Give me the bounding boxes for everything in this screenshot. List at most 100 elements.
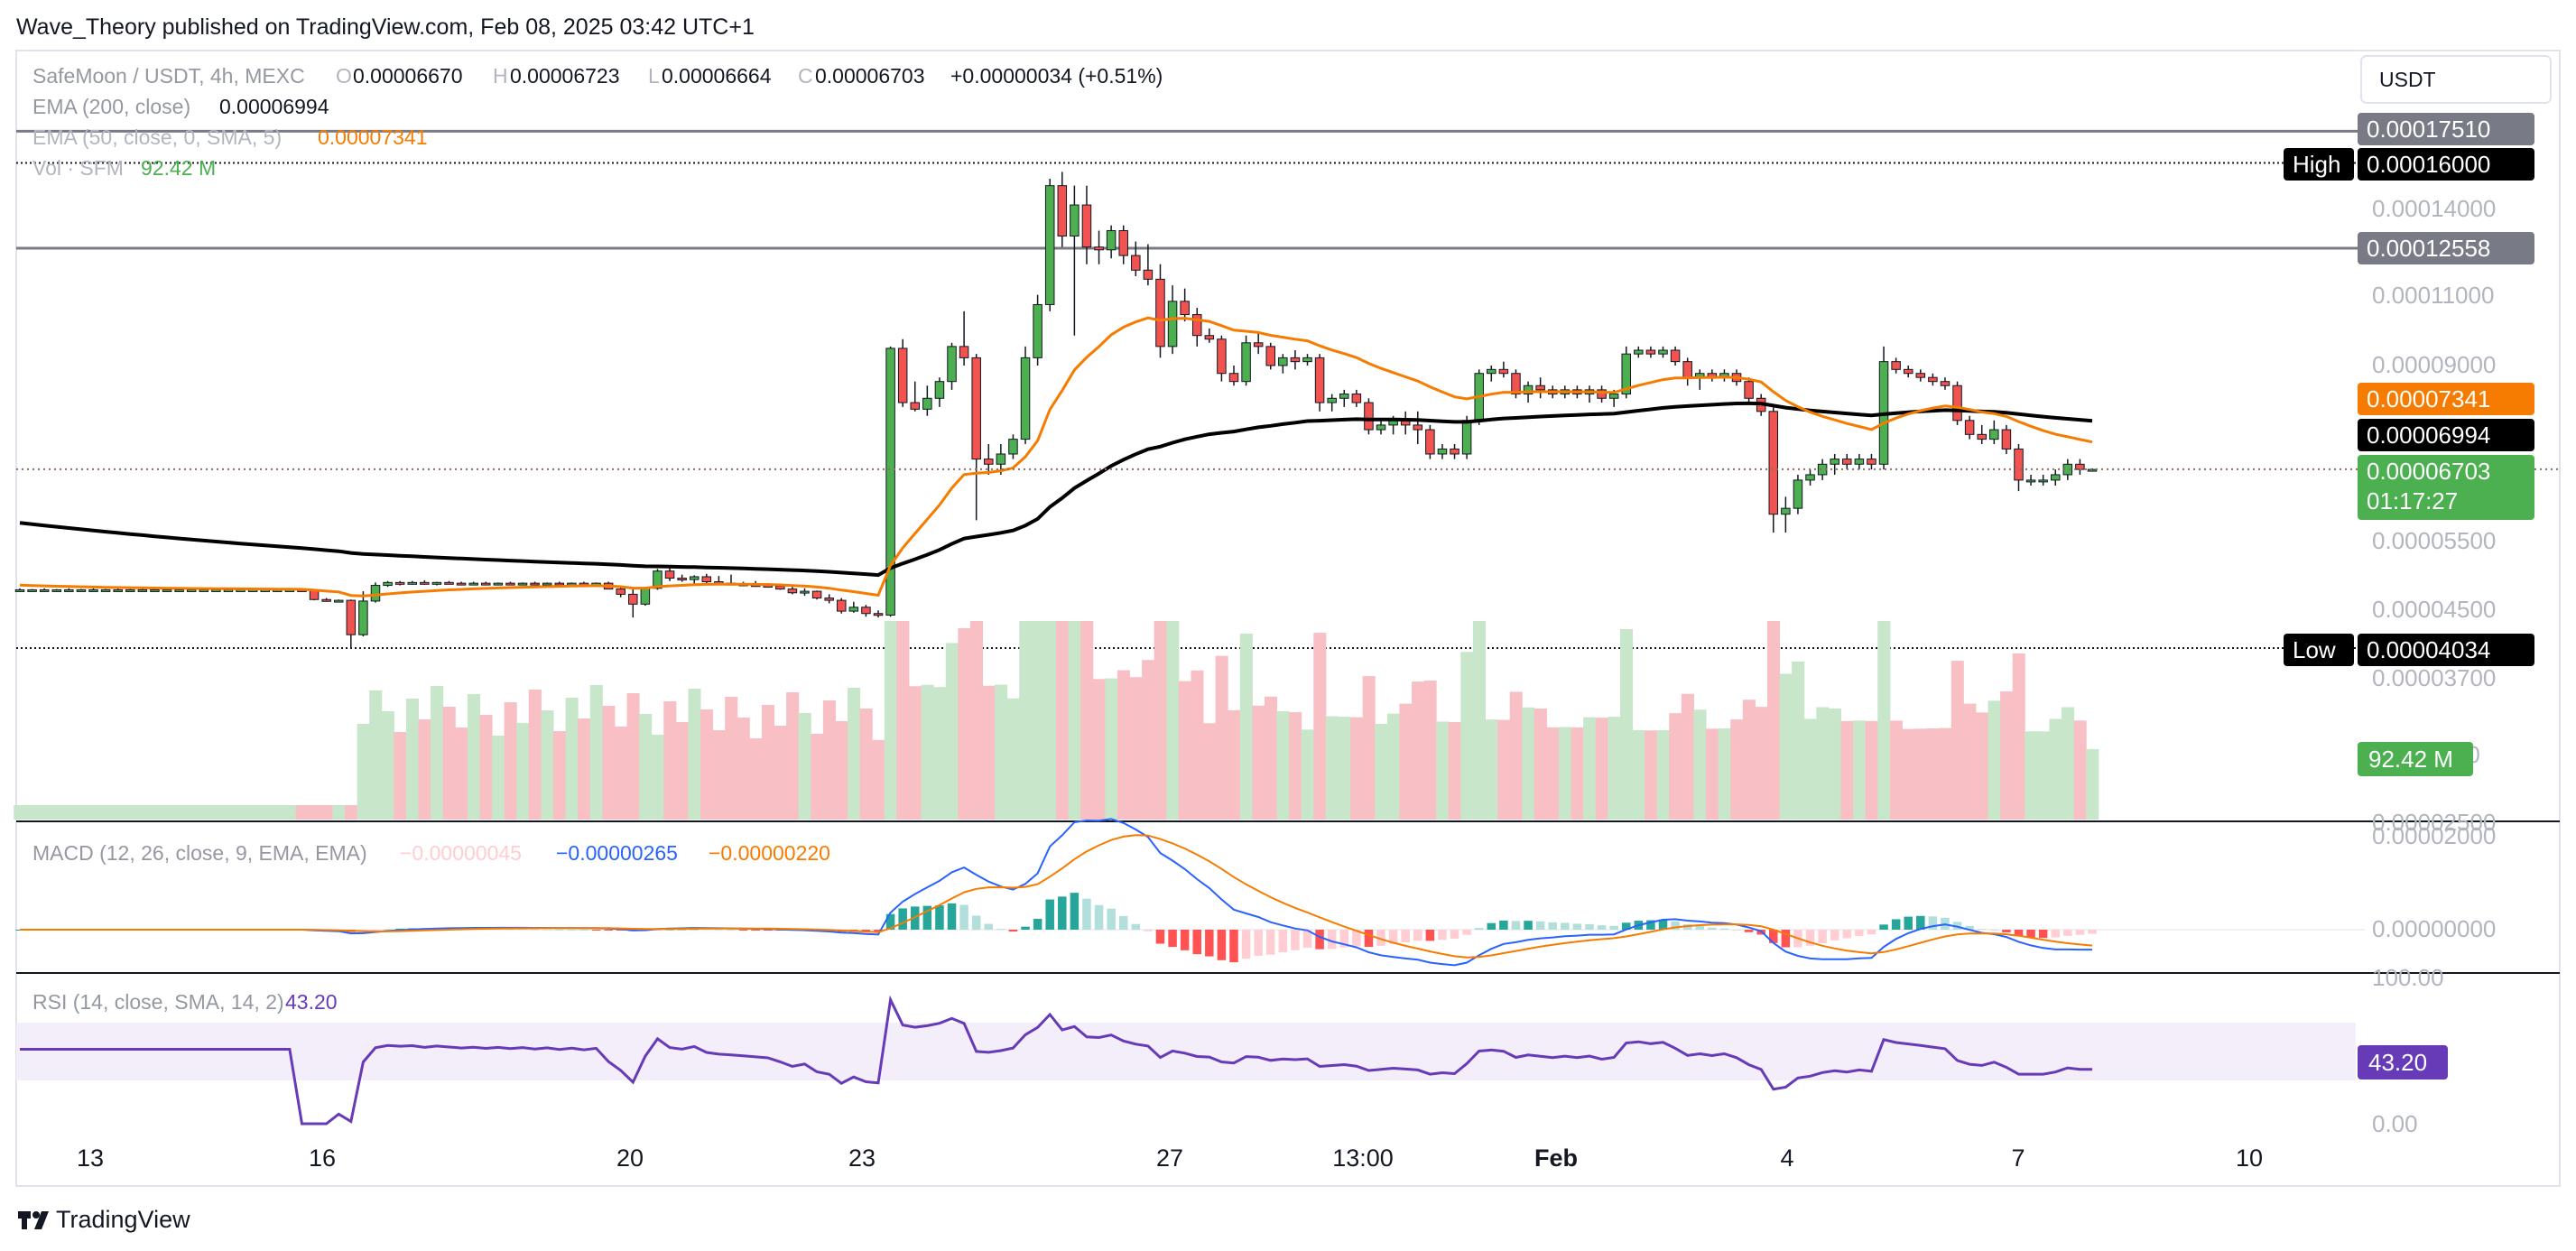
candle-body[interactable] (1290, 357, 1301, 363)
candle-body[interactable] (1535, 385, 1545, 391)
rsi-line[interactable] (20, 995, 2092, 1126)
candle-body[interactable] (1977, 433, 1987, 440)
candle-body[interactable] (1204, 335, 1215, 340)
ema50-legend-label[interactable]: EMA (50, close, 0, SMA, 5) (32, 125, 282, 149)
candle-body[interactable] (1645, 349, 1656, 355)
candle-body[interactable] (186, 588, 197, 592)
candle-body[interactable] (640, 588, 651, 605)
candle-body[interactable] (370, 585, 381, 602)
candle-body[interactable] (431, 581, 442, 585)
candle-body[interactable] (88, 588, 98, 592)
candle-body[interactable] (1044, 185, 1055, 305)
candle-body[interactable] (1830, 459, 1839, 465)
rsi-pane[interactable]: 43.20 (16, 995, 2448, 1126)
candle-body[interactable] (1670, 349, 1681, 363)
candle-body[interactable] (517, 582, 528, 586)
candle-body[interactable] (1597, 389, 1607, 399)
candle-body[interactable] (456, 582, 467, 586)
candle-body[interactable] (1854, 459, 1865, 465)
candle-body[interactable] (811, 590, 822, 599)
candle-body[interactable] (1523, 385, 1534, 395)
candle-body[interactable] (628, 593, 638, 605)
candle-body[interactable] (836, 599, 847, 612)
candle-body[interactable] (996, 453, 1006, 465)
macd-signal-line[interactable] (20, 834, 2093, 959)
candle-body[interactable] (2050, 474, 2061, 481)
candle-body[interactable] (1278, 357, 1288, 366)
candle-body[interactable] (677, 578, 687, 581)
candle-body[interactable] (824, 598, 834, 601)
candle-body[interactable] (1131, 255, 1141, 271)
time-axis[interactable]: 13 16 20 23 27 13:00 Feb 4 7 10 (77, 1144, 2263, 1172)
candle-body[interactable] (1842, 459, 1852, 465)
candle-body[interactable] (1487, 368, 1496, 375)
candlesticks[interactable] (14, 171, 2098, 648)
candle-body[interactable] (1302, 357, 1312, 363)
candle-body[interactable] (1351, 394, 1362, 403)
macd-pane[interactable] (15, 818, 2365, 967)
candle-body[interactable] (1867, 459, 1876, 465)
tradingview-logo[interactable]: TradingView (18, 1206, 190, 1233)
candle-body[interactable] (2014, 448, 2024, 481)
candle-body[interactable] (358, 600, 368, 635)
candle-body[interactable] (984, 459, 994, 465)
candle-body[interactable] (885, 348, 895, 616)
candle-body[interactable] (1682, 361, 1692, 378)
candle-body[interactable] (1081, 204, 1092, 248)
candle-body[interactable] (530, 582, 540, 586)
candle-body[interactable] (653, 570, 663, 589)
candle-body[interactable] (1461, 420, 1472, 455)
candle-body[interactable] (1940, 381, 1951, 386)
candle-body[interactable] (150, 588, 160, 592)
candle-body[interactable] (800, 590, 810, 594)
candle-body[interactable] (861, 607, 871, 615)
candle-body[interactable] (309, 589, 320, 600)
ema200-legend-label[interactable]: EMA (200, close) (32, 95, 190, 118)
macd-line[interactable] (20, 818, 2092, 967)
candle-body[interactable] (701, 576, 712, 583)
candle-body[interactable] (1118, 230, 1128, 256)
candle-body[interactable] (1327, 397, 1337, 403)
candle-body[interactable] (100, 588, 111, 592)
candle-body[interactable] (1413, 424, 1423, 431)
candle-body[interactable] (1155, 278, 1165, 348)
candle-body[interactable] (1511, 373, 1521, 395)
candle-body[interactable] (616, 588, 625, 595)
candle-body[interactable] (1253, 342, 1264, 348)
candle-body[interactable] (1241, 342, 1251, 383)
candle-body[interactable] (1094, 246, 1104, 251)
symbol-title[interactable]: SafeMoon / USDT, 4h, MEXC (32, 64, 305, 88)
candle-body[interactable] (2038, 479, 2048, 483)
candle-body[interactable] (14, 588, 25, 592)
candle-body[interactable] (1781, 507, 1791, 515)
candle-body[interactable] (1143, 269, 1154, 280)
candle-body[interactable] (775, 585, 785, 590)
candle-body[interactable] (1228, 373, 1239, 383)
candle-body[interactable] (420, 581, 430, 585)
candle-body[interactable] (1903, 368, 1913, 375)
candle-body[interactable] (1805, 474, 1815, 481)
candle-body[interactable] (1964, 420, 1975, 435)
candle-body[interactable] (1891, 361, 1901, 370)
candle-body[interactable] (1498, 368, 1509, 375)
candle-body[interactable] (1915, 373, 1926, 378)
candle-body[interactable] (1793, 479, 1803, 509)
candle-body[interactable] (444, 581, 454, 585)
candle-body[interactable] (1020, 357, 1031, 440)
candle-body[interactable] (1425, 429, 1435, 455)
candle-body[interactable] (51, 588, 62, 592)
candle-body[interactable] (947, 346, 957, 383)
candle-body[interactable] (2001, 429, 2012, 449)
candle-body[interactable] (468, 582, 478, 586)
candle-body[interactable] (1928, 376, 1938, 383)
candle-body[interactable] (664, 570, 675, 579)
candle-body[interactable] (922, 397, 932, 410)
candle-body[interactable] (1658, 349, 1668, 355)
candle-body[interactable] (1952, 385, 1962, 422)
candle-body[interactable] (125, 588, 135, 592)
candle-body[interactable] (1180, 301, 1190, 316)
candle-body[interactable] (505, 582, 515, 586)
candle-body[interactable] (1608, 394, 1619, 399)
candle-body[interactable] (848, 607, 859, 612)
